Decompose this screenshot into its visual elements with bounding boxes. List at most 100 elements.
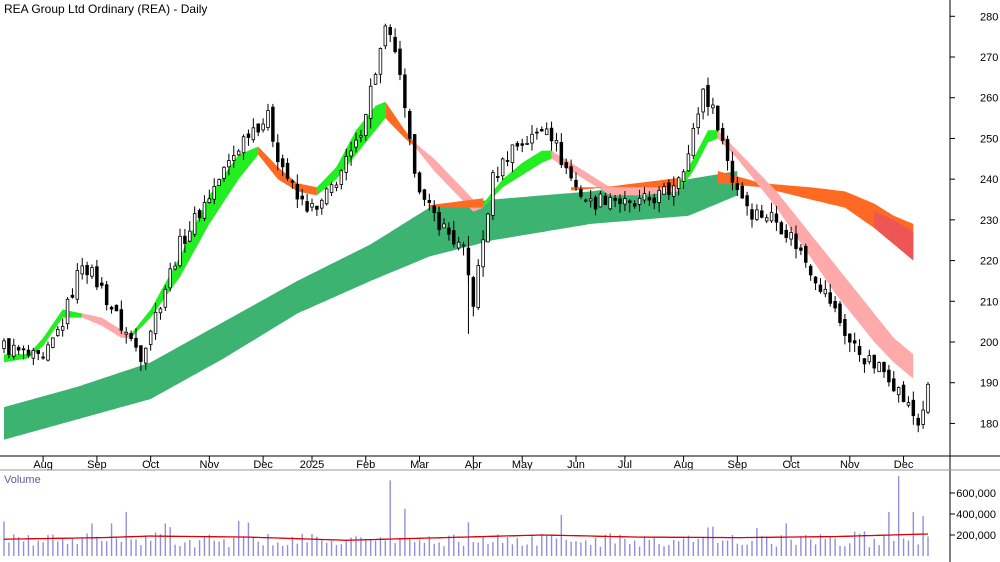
candle-body xyxy=(95,266,99,288)
candle-body xyxy=(36,349,40,354)
candle-body xyxy=(280,158,285,168)
candle-body xyxy=(515,142,520,147)
candle xyxy=(383,23,388,50)
candle xyxy=(153,303,158,340)
candle-body xyxy=(735,182,740,191)
candle xyxy=(329,182,334,196)
candle-body xyxy=(232,155,236,161)
candle xyxy=(799,244,803,256)
candle-body xyxy=(153,311,158,335)
candle xyxy=(202,195,207,222)
candle xyxy=(789,226,793,246)
candle xyxy=(745,191,749,216)
candle xyxy=(613,194,617,208)
candle xyxy=(921,400,925,429)
candle-body xyxy=(119,309,124,331)
candle-body xyxy=(188,230,192,242)
candle xyxy=(26,344,31,358)
candle-body xyxy=(525,142,529,145)
candle-body xyxy=(16,347,21,351)
x-tick-label: Sep xyxy=(87,459,107,471)
candle xyxy=(12,338,16,360)
price-tick-label: 200 xyxy=(980,337,998,349)
candle xyxy=(139,345,143,372)
candle xyxy=(911,391,916,425)
candle-body xyxy=(843,319,847,336)
candle-body xyxy=(315,205,319,210)
candle xyxy=(256,123,260,137)
candle xyxy=(46,341,50,362)
candle xyxy=(750,203,754,228)
candle-body xyxy=(711,104,715,109)
candle-body xyxy=(388,27,392,36)
x-tick-label: Nov xyxy=(200,459,220,471)
candle xyxy=(373,72,378,85)
ma-ribbon-2 xyxy=(131,146,259,338)
candle-body xyxy=(134,337,138,348)
candle-body xyxy=(872,354,876,369)
candle xyxy=(764,214,769,224)
candle-body xyxy=(486,213,490,243)
candle xyxy=(706,77,710,116)
candle-body xyxy=(784,229,788,239)
candle xyxy=(422,188,427,206)
candle-body xyxy=(295,184,300,200)
candle-body xyxy=(882,361,886,373)
volume-tick-label: 600,000 xyxy=(956,488,996,500)
price-tick-label: 280 xyxy=(980,11,998,23)
candle xyxy=(295,174,300,209)
candle-body xyxy=(896,387,901,396)
candle-body xyxy=(637,197,642,205)
candle-body xyxy=(706,84,710,107)
candle xyxy=(134,328,138,352)
candle-body xyxy=(799,247,803,251)
candle xyxy=(427,193,432,211)
candle xyxy=(70,288,75,299)
candle-body xyxy=(427,199,432,203)
candle-body xyxy=(339,170,344,185)
candle xyxy=(393,28,397,54)
candle xyxy=(813,276,818,291)
candle xyxy=(192,206,197,238)
candle xyxy=(544,122,549,136)
candle-body xyxy=(745,195,749,207)
candle xyxy=(901,381,906,403)
candle-body xyxy=(779,222,784,235)
candle xyxy=(417,171,422,195)
candle-body xyxy=(725,139,730,161)
candle-body xyxy=(808,265,813,276)
candle-body xyxy=(867,355,872,363)
candle-body xyxy=(598,193,603,208)
candle xyxy=(364,113,368,141)
candle xyxy=(21,345,26,360)
x-tick-label: Jul xyxy=(618,459,632,471)
candle-body xyxy=(662,186,666,195)
candle-body xyxy=(236,150,241,156)
volume-tick-label: 200,000 xyxy=(956,530,996,542)
candle-body xyxy=(628,200,632,203)
candle xyxy=(456,236,461,251)
candle xyxy=(823,280,828,298)
candle-body xyxy=(760,210,764,218)
candle-body xyxy=(26,349,31,356)
candle xyxy=(857,339,862,362)
candle-body xyxy=(320,199,324,209)
candle-body xyxy=(696,113,700,129)
candle-body xyxy=(276,142,280,163)
candle-body xyxy=(251,127,256,141)
x-tick-label: Aug xyxy=(33,459,53,471)
candle-body xyxy=(906,402,911,406)
candle-body xyxy=(80,265,84,275)
candle-body xyxy=(750,209,754,220)
candle xyxy=(540,126,544,132)
x-tick-label: Oct xyxy=(783,459,800,471)
candle-body xyxy=(471,277,476,307)
candle xyxy=(447,222,451,241)
candle-body xyxy=(104,284,109,306)
candle-body xyxy=(222,166,226,179)
candle xyxy=(887,364,891,387)
x-tick-label: Apr xyxy=(465,459,482,471)
candle-body xyxy=(368,85,373,119)
candle-body xyxy=(324,188,329,205)
candle xyxy=(90,264,94,280)
